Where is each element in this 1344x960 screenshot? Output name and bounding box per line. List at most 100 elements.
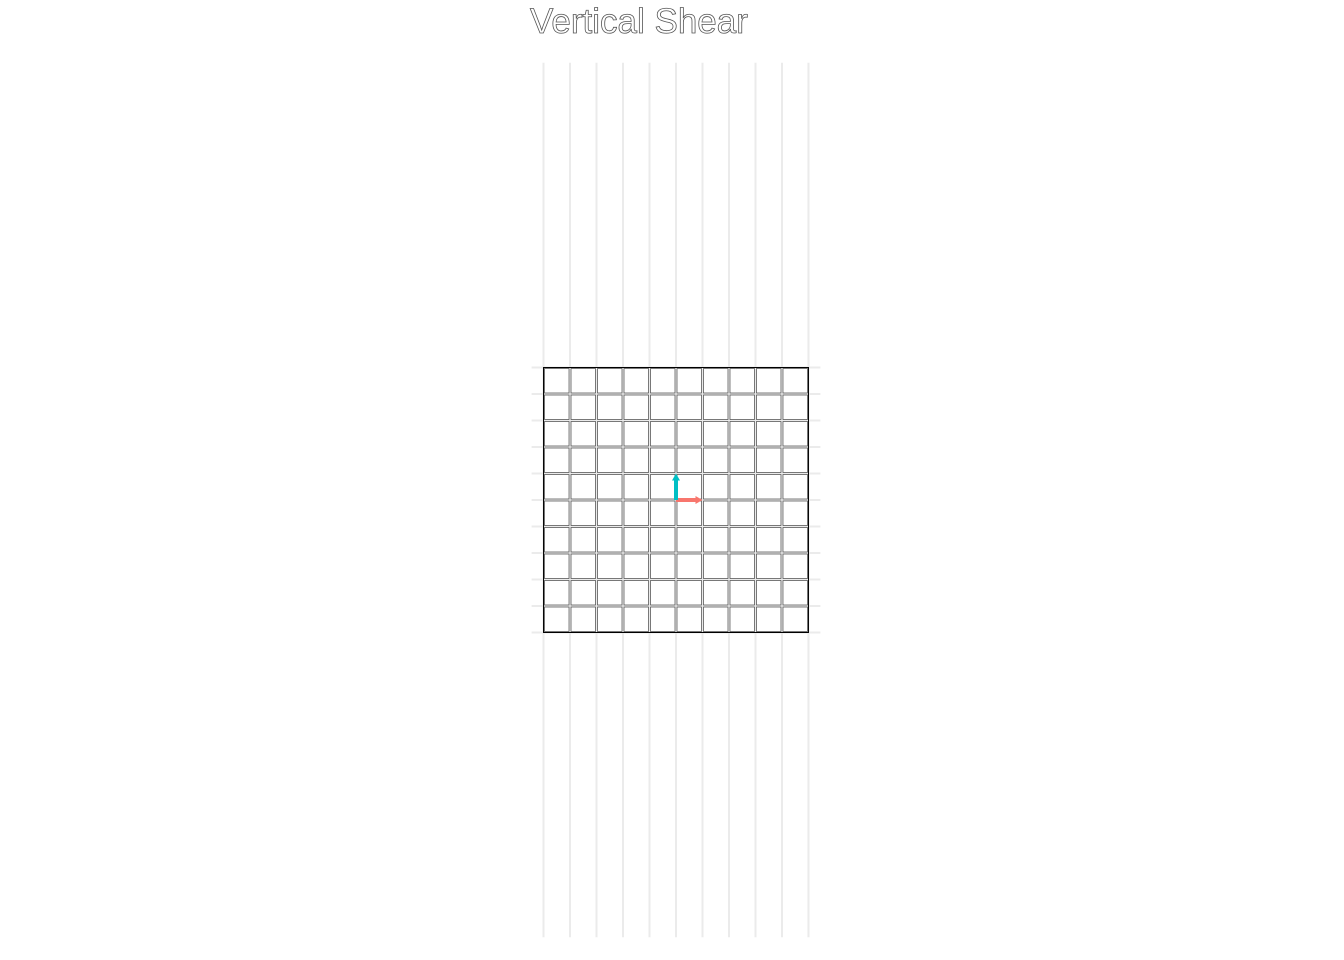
grid-cell [729, 606, 755, 632]
grid-cell [650, 500, 676, 526]
grid-cell [650, 421, 676, 447]
grid-cell [544, 421, 570, 447]
grid-cell [544, 527, 570, 553]
grid-cell [650, 580, 676, 606]
grid-cell [597, 500, 623, 526]
grid-cell [703, 368, 729, 394]
grid-cell [703, 580, 729, 606]
grid-cell [729, 553, 755, 579]
grid-cell [597, 580, 623, 606]
grid-cell [650, 553, 676, 579]
grid-cell [570, 368, 596, 394]
grid-cell [544, 553, 570, 579]
grid-cell [623, 553, 649, 579]
grid-cell [597, 447, 623, 473]
grid-cell [756, 527, 782, 553]
grid-cell [729, 394, 755, 420]
grid-cell [703, 500, 729, 526]
grid-cell [782, 394, 808, 420]
grid-cell [623, 527, 649, 553]
grid-cell [782, 606, 808, 632]
grid-cell [729, 500, 755, 526]
grid-cell [756, 421, 782, 447]
vector [672, 473, 680, 500]
grid-cell [756, 500, 782, 526]
grid-cell [676, 394, 702, 420]
grid-cell [597, 368, 623, 394]
grid-cell [650, 606, 676, 632]
grid-cell [729, 421, 755, 447]
grid-cell [544, 580, 570, 606]
grid-cell [570, 527, 596, 553]
grid-cell [676, 580, 702, 606]
grid-cell [623, 500, 649, 526]
grid-cell [570, 447, 596, 473]
grid-cell [676, 421, 702, 447]
grid-cell [703, 394, 729, 420]
grid-cell [703, 527, 729, 553]
grid-cell [597, 394, 623, 420]
grid-cell [729, 368, 755, 394]
grid-cell [570, 421, 596, 447]
grid-cell [703, 421, 729, 447]
grid-cell [544, 447, 570, 473]
vector-head [695, 496, 703, 504]
grid-cell [570, 580, 596, 606]
grid-cell [597, 606, 623, 632]
grid-cell [544, 368, 570, 394]
grid-cell [703, 553, 729, 579]
grid-cell [756, 606, 782, 632]
grid-cell [570, 394, 596, 420]
grid-cell [570, 474, 596, 500]
grid-cell [597, 474, 623, 500]
vector [676, 496, 703, 504]
grid-border [543, 367, 809, 633]
grid-cell [782, 527, 808, 553]
grid-cell [729, 580, 755, 606]
grid-cell [544, 474, 570, 500]
grid-cell [570, 553, 596, 579]
grid-cell [756, 553, 782, 579]
grid-cell [782, 368, 808, 394]
grid-cell [782, 500, 808, 526]
grid-cell [676, 527, 702, 553]
vector-head [672, 473, 680, 481]
grid-cell [782, 474, 808, 500]
grid-cell [623, 474, 649, 500]
grid-cell [597, 527, 623, 553]
grid-cell [782, 447, 808, 473]
grid-cell [756, 447, 782, 473]
grid-cell [623, 606, 649, 632]
grid-cell [623, 368, 649, 394]
grid-cell [544, 394, 570, 420]
grid-cell [650, 527, 676, 553]
grid-cell [676, 368, 702, 394]
grid-cell [756, 394, 782, 420]
grid-cell [756, 474, 782, 500]
grid-cell [756, 580, 782, 606]
grid-cell [729, 527, 755, 553]
grid-cell [703, 447, 729, 473]
grid-cell [623, 580, 649, 606]
grid-cell [676, 606, 702, 632]
grid-cell [676, 553, 702, 579]
grid-cell [597, 421, 623, 447]
grid-cell [729, 447, 755, 473]
grid-cell [544, 500, 570, 526]
grid-cell [650, 447, 676, 473]
grid-cell [570, 606, 596, 632]
grid-cell [650, 368, 676, 394]
grid-cell [729, 474, 755, 500]
grid-cell [676, 447, 702, 473]
grid-cell [623, 421, 649, 447]
grid-cell [756, 368, 782, 394]
grid-cell [782, 580, 808, 606]
grid-cell [570, 500, 596, 526]
grid-cell [650, 474, 676, 500]
grid-cell [650, 394, 676, 420]
chart-title: Vertical Shear [530, 2, 748, 41]
grid-cell [597, 553, 623, 579]
grid-cell [676, 474, 702, 500]
grid-cell [782, 553, 808, 579]
